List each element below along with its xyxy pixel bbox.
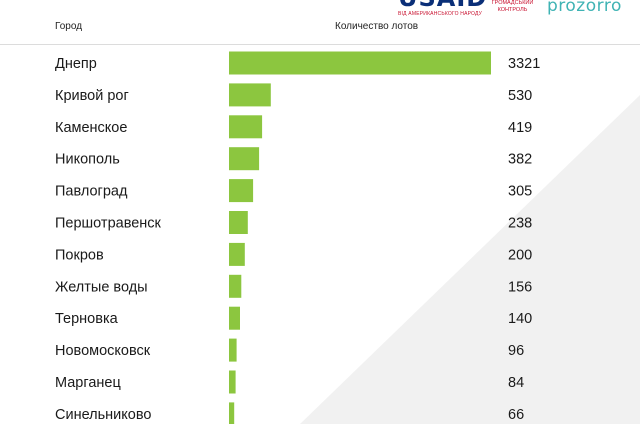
- value-label: 419: [508, 120, 532, 136]
- value-label: 238: [508, 216, 532, 232]
- category-label: Синельниково: [55, 407, 151, 423]
- value-label: 305: [508, 184, 532, 200]
- category-label: Каменское: [55, 120, 127, 136]
- category-label: Терновка: [55, 311, 119, 327]
- category-label: Никополь: [55, 152, 120, 168]
- header-divider: [0, 44, 640, 45]
- bar: [229, 83, 271, 107]
- category-label: Марганец: [55, 375, 121, 391]
- value-label: 3321: [508, 56, 540, 72]
- value-label: 96: [508, 343, 524, 359]
- bar: [229, 51, 491, 75]
- bar: [229, 402, 235, 424]
- value-label: 200: [508, 247, 532, 263]
- bar: [229, 370, 236, 394]
- count-column-header: Количество лотов: [335, 21, 419, 32]
- bar: [229, 147, 260, 171]
- city-column-header: Город: [55, 21, 83, 32]
- gk-line-1: ГРОМАДСЬКИЙ: [491, 0, 534, 6]
- bar: [229, 211, 248, 234]
- bar: [229, 115, 263, 139]
- gromadskyi-kontrol-logo: ГРОМАДСЬКИЙ КОНТРОЛЬ: [485, 0, 540, 20]
- value-label: 382: [508, 152, 532, 168]
- value-label: 140: [508, 311, 532, 327]
- usaid-tagline: ВІД АМЕРИКАНСЬКОГО НАРОДУ: [398, 11, 483, 17]
- category-label: Желтые воды: [55, 279, 148, 295]
- category-label: Покров: [55, 247, 104, 263]
- gk-line-2: КОНТРОЛЬ: [497, 7, 528, 13]
- bar: [229, 338, 237, 362]
- bar: [229, 242, 245, 266]
- value-label: 66: [508, 407, 524, 423]
- value-label: 156: [508, 279, 532, 295]
- bar: [229, 274, 242, 298]
- value-label: 530: [508, 88, 532, 104]
- category-label: Кривой рог: [55, 88, 129, 104]
- category-label: Новомосковск: [55, 343, 151, 359]
- prozorro-logo: prozorro: [547, 0, 622, 16]
- category-label: Першотравенск: [55, 216, 162, 232]
- usaid-logo: USAID ВІД АМЕРИКАНСЬКОГО НАРОДУ: [392, 0, 486, 20]
- category-label: Павлоград: [55, 184, 128, 200]
- category-label: Днепр: [55, 56, 97, 72]
- usaid-wordmark: USAID: [398, 0, 487, 10]
- value-label: 84: [508, 375, 524, 391]
- bar: [229, 306, 240, 330]
- bar: [229, 179, 254, 203]
